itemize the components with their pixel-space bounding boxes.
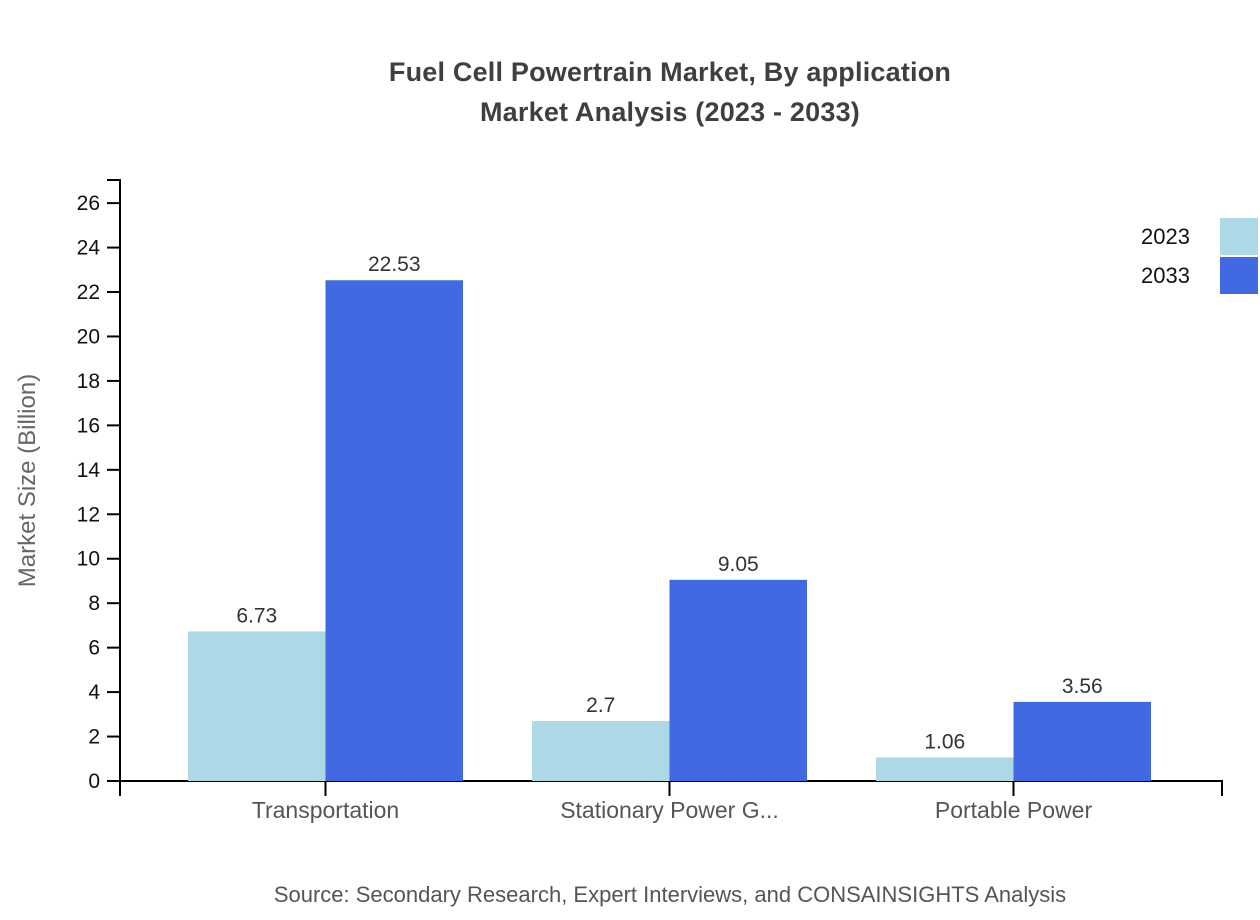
bar-2033-0 — [325, 280, 463, 781]
legend: 2023 2033 — [1141, 218, 1258, 296]
y-tick-label: 16 — [77, 414, 100, 437]
legend-label-2033: 2033 — [1141, 262, 1190, 288]
y-tick-label: 2 — [88, 726, 100, 749]
legend-label-2023: 2023 — [1141, 223, 1190, 249]
bar-value-label: 22.53 — [368, 253, 421, 276]
y-axis-title: Market Size (Billion) — [14, 374, 41, 587]
bar-2023-1 — [532, 720, 670, 781]
y-tick-label: 10 — [77, 548, 100, 571]
y-tick-label: 22 — [77, 281, 100, 304]
source-note: Source: Secondary Research, Expert Inter… — [273, 882, 1067, 907]
legend-item-2033: 2033 — [1141, 257, 1258, 294]
bar-value-label: 6.73 — [236, 604, 277, 627]
legend-swatch-2033 — [1220, 257, 1258, 294]
bar-2023-2 — [876, 757, 1014, 781]
y-tick-label: 24 — [77, 237, 101, 260]
bar-value-label: 2.7 — [586, 694, 615, 717]
y-tick-label: 26 — [77, 192, 100, 215]
bar-2033-1 — [669, 579, 807, 781]
y-tick-label: 12 — [77, 503, 100, 526]
chart-title-line1: Fuel Cell Powertrain Market, By applicat… — [388, 57, 952, 87]
x-category-label: Portable Power — [935, 797, 1093, 823]
bar-value-label: 3.56 — [1062, 675, 1103, 698]
y-tick-label: 6 — [88, 637, 100, 660]
bar-2023-0 — [188, 631, 326, 781]
bar-value-label: 9.05 — [718, 553, 759, 576]
y-tick-label: 4 — [88, 681, 100, 704]
y-tick-label: 14 — [77, 459, 101, 482]
bar-value-label: 1.06 — [924, 730, 965, 753]
y-tick-label: 0 — [88, 770, 100, 793]
y-tick-label: 20 — [77, 325, 100, 348]
x-category-label: Transportation — [252, 797, 399, 823]
x-category-label: Stationary Power G... — [560, 797, 779, 823]
chart-title-line2: Market Analysis (2023 - 2033) — [479, 97, 860, 127]
bar-2033-2 — [1013, 701, 1151, 781]
chart-title: Fuel Cell Powertrain Market, By applicat… — [80, 52, 1260, 132]
y-tick-label: 8 — [88, 592, 100, 615]
y-axis-line — [107, 179, 121, 782]
legend-item-2023: 2023 — [1141, 218, 1258, 255]
legend-swatch-2023 — [1220, 218, 1258, 255]
y-tick-label: 18 — [77, 370, 100, 393]
x-axis-line — [119, 780, 1223, 796]
